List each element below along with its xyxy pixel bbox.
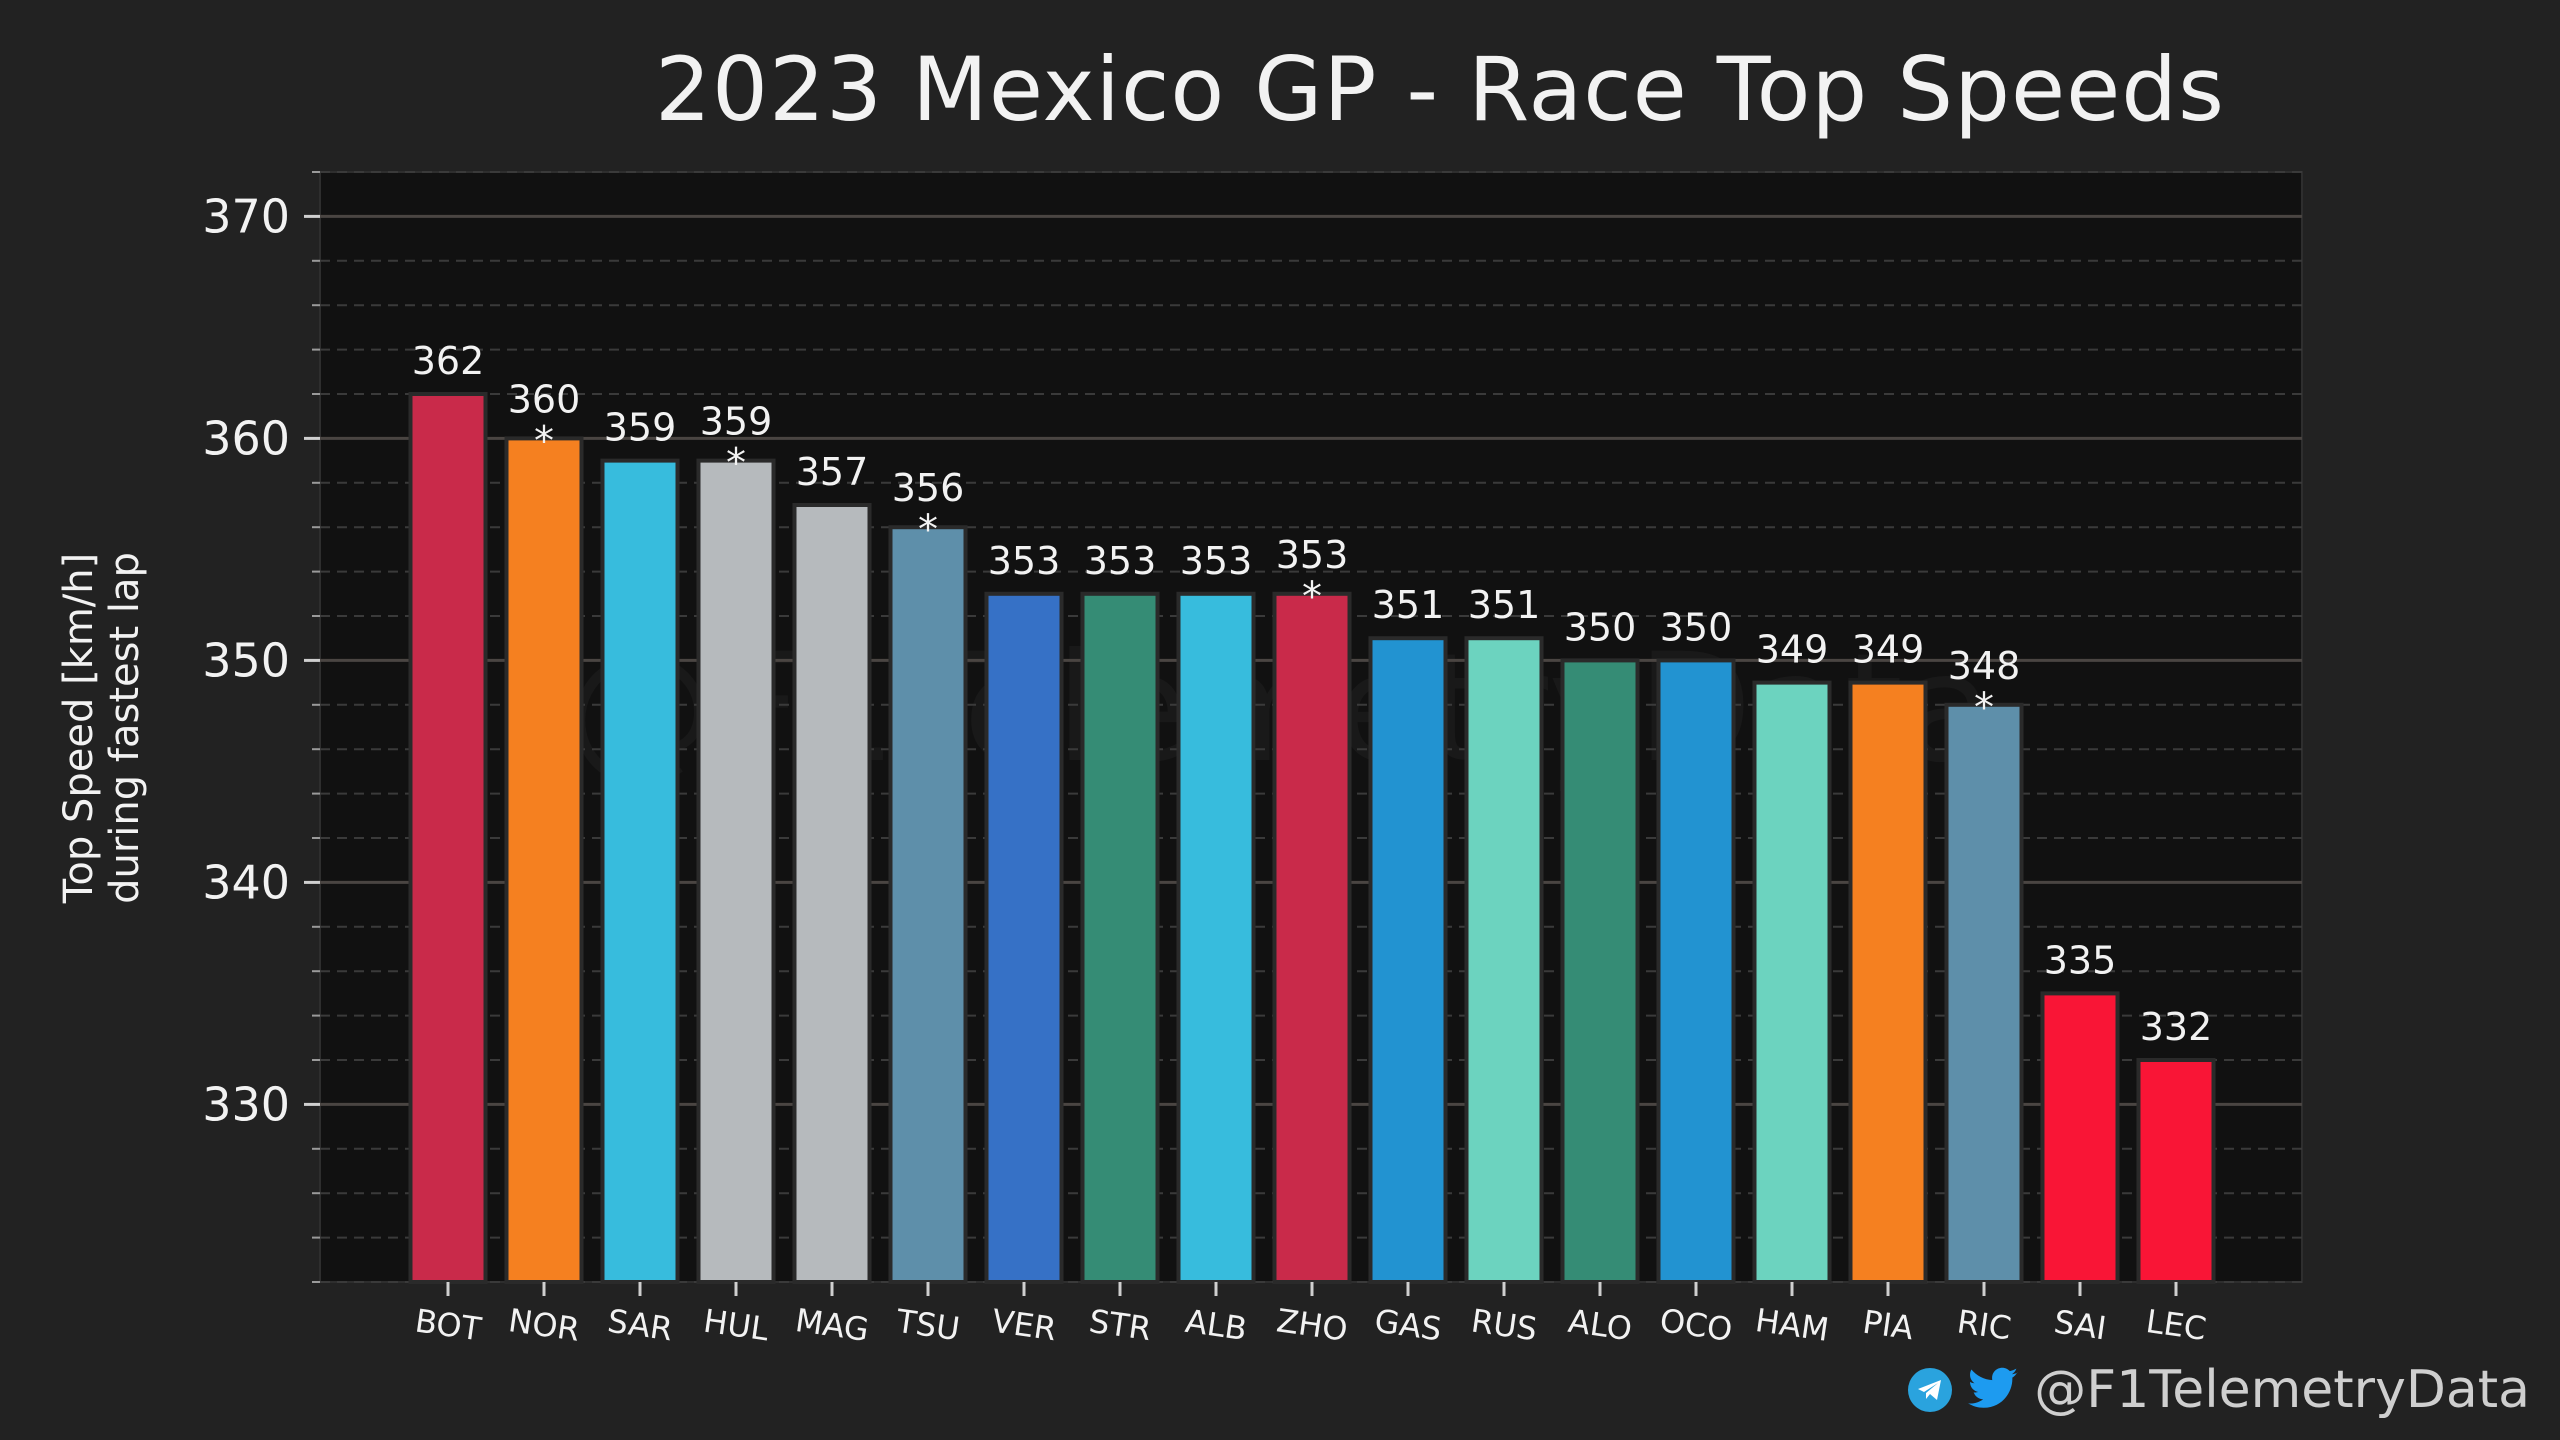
bar-value-label: 349 — [1756, 628, 1829, 672]
bar — [1560, 658, 1640, 1284]
x-tick-label: RIC — [1955, 1302, 2014, 1347]
x-tick-label: LEC — [2144, 1302, 2209, 1348]
bar — [1368, 636, 1448, 1284]
chart-title: 2023 Mexico GP - Race Top Speeds — [655, 38, 2225, 141]
credit-handle: @F1TelemetryData — [2034, 1360, 2530, 1420]
x-tick-label: HAM — [1753, 1301, 1831, 1349]
bar-value-label: 353 — [1084, 539, 1157, 583]
bar-value-label: 359 — [604, 406, 677, 450]
bar — [888, 525, 968, 1284]
bar-asterisk: * — [1302, 574, 1322, 620]
credit: @F1TelemetryData — [1908, 1360, 2530, 1420]
x-tick-label: RUS — [1469, 1302, 1540, 1349]
bar-value-label: 351 — [1468, 583, 1541, 627]
bar — [2136, 1058, 2216, 1284]
bar — [408, 392, 488, 1284]
x-tick-label: NOR — [506, 1301, 582, 1349]
bar — [1080, 591, 1160, 1284]
bar — [1848, 680, 1928, 1284]
x-tick-label: HUL — [701, 1302, 771, 1349]
y-axis: 330 340 350 360 370 — [202, 171, 320, 1283]
bar — [696, 458, 776, 1285]
bar-value-label: 356 — [892, 466, 965, 510]
twitter-icon[interactable] — [1966, 1367, 2020, 1413]
bar-value-label: 332 — [2140, 1005, 2213, 1049]
bar — [1272, 591, 1352, 1284]
x-tick-label: GAS — [1372, 1302, 1444, 1349]
bar-asterisk: * — [726, 441, 746, 487]
bar — [1944, 702, 2024, 1284]
bar — [600, 458, 680, 1285]
bar — [1752, 680, 1832, 1284]
bar — [1464, 636, 1544, 1284]
x-tick-label: ALB — [1183, 1302, 1249, 1348]
y-axis-label-line2: during fastest lap — [102, 552, 148, 904]
x-axis: BOT NOR SAR HUL MAG TSU VER STR ALB ZHO GAS RUS ALO O… — [413, 1282, 2209, 1349]
bar-value-label: 348 — [1948, 644, 2021, 688]
x-tick-label: STR — [1087, 1302, 1154, 1348]
bar — [984, 591, 1064, 1284]
y-tick-label: 340 — [202, 855, 290, 909]
bar-value-label: 350 — [1660, 605, 1733, 649]
x-tick-label: OCO — [1657, 1301, 1734, 1349]
bar-value-label: 359 — [700, 400, 773, 444]
y-tick-label: 370 — [202, 189, 290, 243]
bar-value-label: 362 — [412, 339, 485, 383]
bar-value-label: 351 — [1372, 583, 1445, 627]
x-tick-label: PIA — [1860, 1303, 1916, 1348]
x-tick-label: SAI — [2052, 1303, 2109, 1348]
y-tick-label: 350 — [202, 633, 290, 687]
bar — [2040, 991, 2120, 1285]
x-tick-label: VER — [990, 1302, 1059, 1349]
x-tick-label: ZHO — [1274, 1301, 1350, 1349]
bar-value-label: 349 — [1852, 628, 1925, 672]
bar-value-label: 357 — [796, 450, 869, 494]
bar-value-label: 335 — [2044, 938, 2117, 982]
y-tick-label: 360 — [202, 411, 290, 465]
bar-value-label: 353 — [1180, 539, 1253, 583]
x-tick-label: SAR — [605, 1302, 675, 1349]
bar — [504, 436, 584, 1284]
bar-value-label: 360 — [508, 377, 581, 421]
y-axis-label-line1: Top Speed [km/h] — [56, 553, 102, 905]
bar-value-label: 353 — [1276, 533, 1349, 577]
bar-asterisk: * — [534, 418, 554, 464]
y-tick-label: 330 — [202, 1077, 290, 1131]
x-tick-label: BOT — [413, 1302, 484, 1349]
bar-value-label: 350 — [1564, 605, 1637, 649]
telegram-icon[interactable] — [1908, 1368, 1953, 1412]
bar — [792, 503, 872, 1284]
x-tick-label: MAG — [793, 1301, 871, 1349]
x-tick-label: TSU — [893, 1302, 962, 1349]
bar-asterisk: * — [1974, 685, 1994, 731]
bar-asterisk: * — [918, 507, 938, 553]
bar — [1176, 591, 1256, 1284]
bar — [1656, 658, 1736, 1284]
x-tick-label: ALO — [1566, 1302, 1634, 1349]
bar-value-label: 353 — [988, 539, 1061, 583]
